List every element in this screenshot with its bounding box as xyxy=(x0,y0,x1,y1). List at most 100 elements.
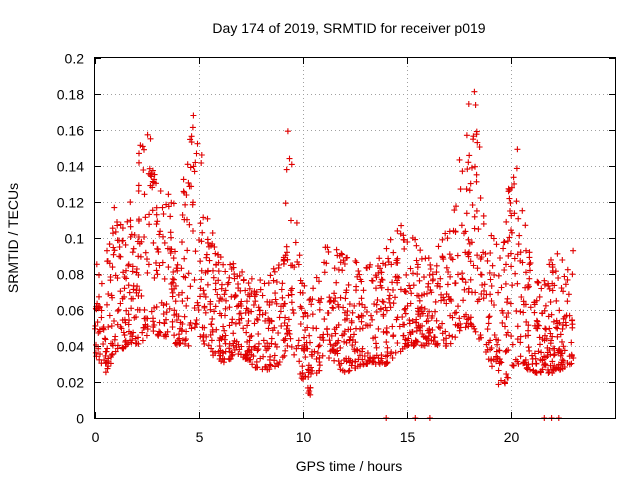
data-point xyxy=(425,280,432,287)
data-point xyxy=(94,319,101,326)
data-point xyxy=(255,340,262,347)
data-point xyxy=(486,313,493,320)
data-point xyxy=(285,292,292,299)
data-point xyxy=(159,259,166,266)
data-point xyxy=(550,366,557,373)
data-point xyxy=(217,347,224,354)
data-point xyxy=(522,333,529,339)
data-point xyxy=(198,276,205,283)
data-point xyxy=(356,300,363,307)
data-point xyxy=(220,359,227,366)
data-point xyxy=(536,293,543,300)
data-point xyxy=(125,261,132,268)
data-point xyxy=(443,343,450,349)
data-point xyxy=(455,271,461,278)
data-point xyxy=(214,291,221,298)
data-point xyxy=(226,304,233,311)
data-point xyxy=(211,308,218,315)
data-point xyxy=(397,230,404,237)
data-point xyxy=(184,295,191,302)
data-point xyxy=(221,327,228,334)
data-point xyxy=(547,330,554,337)
data-point xyxy=(459,168,466,175)
data-point xyxy=(122,319,129,326)
data-point xyxy=(421,305,428,312)
data-point xyxy=(387,236,394,243)
data-point xyxy=(529,361,536,367)
data-point xyxy=(472,163,478,170)
data-point xyxy=(185,270,192,277)
data-point xyxy=(341,328,348,335)
data-point xyxy=(457,186,464,193)
data-point xyxy=(531,309,538,316)
data-point xyxy=(130,295,136,302)
data-point xyxy=(136,216,142,223)
data-point xyxy=(541,337,548,344)
data-point xyxy=(195,302,202,309)
data-point xyxy=(223,297,229,304)
data-point xyxy=(212,280,219,287)
data-point xyxy=(553,297,560,304)
data-point xyxy=(464,166,471,173)
data-point xyxy=(104,345,111,352)
data-point xyxy=(282,252,289,259)
data-point xyxy=(314,349,321,356)
data-point xyxy=(389,323,396,330)
data-point xyxy=(561,347,568,354)
data-point xyxy=(168,199,175,206)
data-point xyxy=(333,324,340,331)
data-point xyxy=(150,328,157,335)
data-point xyxy=(484,257,491,264)
data-point xyxy=(504,238,511,245)
data-point xyxy=(386,292,393,299)
data-point xyxy=(328,332,335,339)
data-point xyxy=(418,292,425,299)
data-point xyxy=(495,289,502,296)
data-point xyxy=(144,326,151,333)
x-tick-label: 20 xyxy=(504,429,520,445)
data-point xyxy=(231,346,238,353)
data-point xyxy=(505,310,512,317)
data-point xyxy=(151,322,158,328)
data-point xyxy=(133,266,140,272)
data-point xyxy=(179,289,186,296)
data-point xyxy=(316,354,323,361)
data-point xyxy=(468,321,475,328)
data-point xyxy=(119,345,126,352)
data-point xyxy=(401,306,408,313)
data-point xyxy=(462,324,469,331)
data-point xyxy=(120,269,127,276)
data-point xyxy=(137,253,144,260)
data-point xyxy=(184,247,191,254)
data-point xyxy=(557,331,564,338)
data-point xyxy=(216,343,223,350)
data-point xyxy=(456,327,463,334)
data-point xyxy=(445,293,452,300)
data-point xyxy=(397,286,404,293)
x-tick-label: 5 xyxy=(196,429,204,445)
data-point xyxy=(125,321,132,328)
data-point xyxy=(463,210,470,217)
data-point xyxy=(100,325,107,332)
data-point xyxy=(149,178,156,185)
data-point xyxy=(568,360,575,367)
data-point xyxy=(182,340,188,347)
data-point xyxy=(410,270,416,277)
data-point xyxy=(420,342,426,349)
data-point xyxy=(136,150,142,157)
data-point xyxy=(566,312,573,319)
data-point xyxy=(122,241,129,248)
data-point xyxy=(493,353,500,360)
data-point xyxy=(254,317,261,323)
data-point xyxy=(525,322,532,329)
data-point xyxy=(383,307,390,314)
data-point xyxy=(321,269,328,276)
data-point xyxy=(511,255,518,262)
data-point xyxy=(142,321,149,328)
data-point xyxy=(488,345,495,351)
data-point xyxy=(293,345,300,352)
data-point xyxy=(483,349,489,355)
data-point xyxy=(359,301,366,308)
data-point xyxy=(411,341,418,348)
data-point xyxy=(447,273,454,280)
